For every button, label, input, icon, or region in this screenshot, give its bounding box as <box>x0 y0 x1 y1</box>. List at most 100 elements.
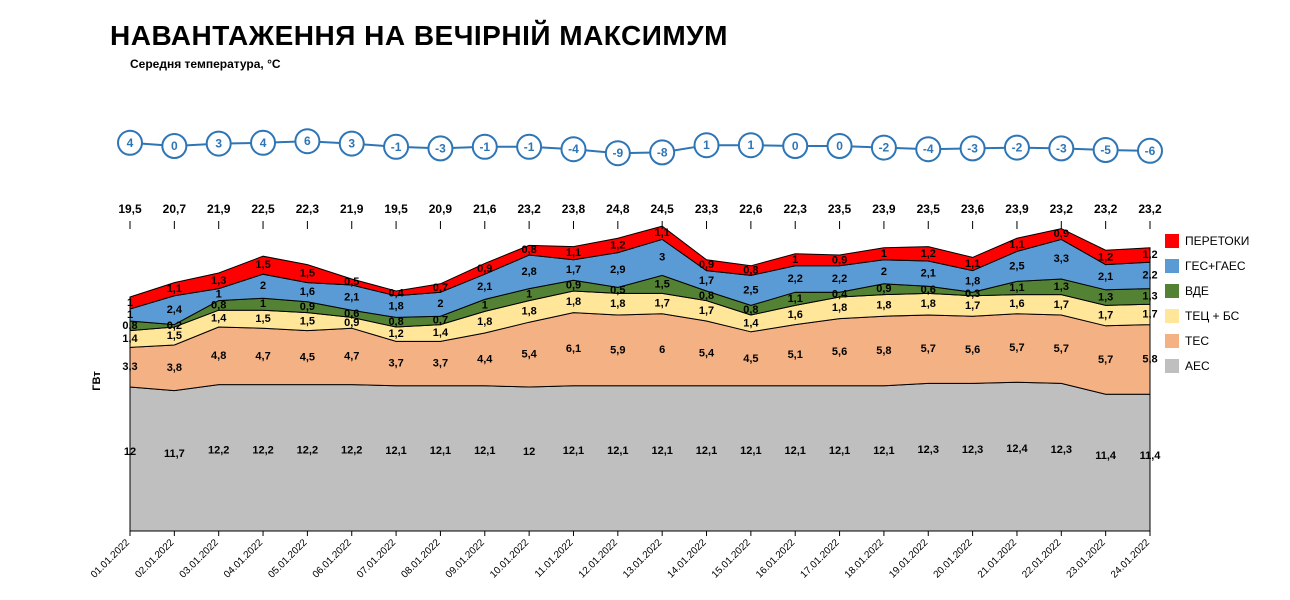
total-label: 19,5 <box>118 202 142 216</box>
seg-label: 0,8 <box>743 265 758 277</box>
seg-label: 1,6 <box>788 309 803 321</box>
seg-label: 1,4 <box>743 317 759 329</box>
total-label: 23,9 <box>872 202 896 216</box>
seg-label: 1,1 <box>1009 282 1024 294</box>
xaxis-date: 20.01.2022 <box>932 537 975 580</box>
total-label: 20,9 <box>429 202 453 216</box>
seg-label: 1,8 <box>388 301 403 313</box>
seg-label: 1,1 <box>965 258 980 270</box>
seg-label: 0,8 <box>521 244 536 256</box>
xaxis-date: 17.01.2022 <box>799 537 842 580</box>
total-label: 23,5 <box>917 202 941 216</box>
legend-label: ТЕС <box>1185 334 1209 348</box>
seg-label: 2,1 <box>344 292 359 304</box>
total-label: 23,2 <box>1050 202 1074 216</box>
seg-label: 0,8 <box>211 299 226 311</box>
temp-value: -3 <box>967 141 978 155</box>
seg-label: 2 <box>881 266 887 278</box>
seg-label: 12,3 <box>1051 444 1072 456</box>
xaxis-date: 11.01.2022 <box>533 537 576 580</box>
seg-label: 1,1 <box>655 227 670 239</box>
seg-label: 12,1 <box>474 445 495 457</box>
temp-value: 1 <box>703 138 710 152</box>
seg-label: 1,4 <box>433 327 449 339</box>
temp-value: 1 <box>748 138 755 152</box>
xaxis-date: 14.01.2022 <box>665 537 708 580</box>
xaxis-date: 03.01.2022 <box>178 537 221 580</box>
seg-label: 2 <box>437 298 443 310</box>
seg-label: 1 <box>482 299 488 311</box>
seg-label: 3,7 <box>388 358 403 370</box>
temp-value: 3 <box>348 137 355 151</box>
seg-label: 1,7 <box>655 298 670 310</box>
temp-value: 0 <box>836 139 843 153</box>
seg-label: 0,9 <box>300 301 315 313</box>
seg-label: 2,8 <box>521 266 536 278</box>
seg-label: 12,1 <box>696 445 717 457</box>
seg-label: 4,7 <box>255 350 270 362</box>
seg-label: 1,1 <box>167 283 182 295</box>
seg-label: 1,8 <box>477 316 492 328</box>
seg-label: 4,5 <box>300 352 315 364</box>
seg-label: 0,9 <box>876 283 891 295</box>
temp-value: -3 <box>1056 141 1067 155</box>
seg-label: 1,1 <box>788 293 803 305</box>
xaxis-date: 02.01.2022 <box>133 537 176 580</box>
seg-label: 5,7 <box>921 343 936 355</box>
seg-label: 1,8 <box>521 305 536 317</box>
xaxis-date: 07.01.2022 <box>355 537 398 580</box>
seg-label: 1 <box>881 248 887 260</box>
seg-label: 2,1 <box>921 268 936 280</box>
temp-value: -8 <box>657 145 668 159</box>
seg-label: 1,1 <box>566 247 581 259</box>
seg-label: 1,5 <box>255 259 270 271</box>
total-label: 22,3 <box>296 202 320 216</box>
seg-label: 5,8 <box>876 345 891 357</box>
temp-value: -3 <box>435 141 446 155</box>
seg-label: 0,6 <box>921 284 936 296</box>
seg-label: 0,6 <box>344 308 359 320</box>
seg-label: 3,3 <box>122 361 137 373</box>
temp-value: -9 <box>612 146 623 160</box>
seg-label: 5,7 <box>1054 343 1069 355</box>
seg-label: 1,6 <box>1009 298 1024 310</box>
xaxis-date: 15.01.2022 <box>710 537 753 580</box>
seg-label: 1 <box>216 289 222 301</box>
total-label: 22,3 <box>784 202 808 216</box>
seg-label: 12,3 <box>918 444 939 456</box>
seg-label: 12,2 <box>341 444 362 456</box>
total-label: 21,9 <box>207 202 231 216</box>
seg-label: 3,7 <box>433 358 448 370</box>
seg-label: 1,8 <box>610 298 625 310</box>
seg-label: 12 <box>523 446 535 458</box>
xaxis-date: 04.01.2022 <box>222 537 265 580</box>
temp-value: -4 <box>923 142 934 156</box>
xaxis-date: 21.01.2022 <box>976 537 1019 580</box>
seg-label: 1,8 <box>566 296 581 308</box>
seg-label: 1,6 <box>300 286 315 298</box>
seg-label: 11,4 <box>1140 450 1162 462</box>
seg-label: 2,9 <box>610 264 625 276</box>
temp-value: 4 <box>127 136 134 150</box>
total-label: 23,2 <box>1138 202 1162 216</box>
seg-label: 12,1 <box>607 445 628 457</box>
seg-label: 0,3 <box>965 288 980 300</box>
seg-label: 12,1 <box>873 445 894 457</box>
seg-label: 0,9 <box>832 254 847 266</box>
seg-label: 1,8 <box>876 299 891 311</box>
seg-label: 12,1 <box>385 445 406 457</box>
seg-label: 3,3 <box>1054 253 1069 265</box>
seg-label: 1,3 <box>1054 281 1069 293</box>
seg-label: 5,4 <box>521 349 537 361</box>
total-label: 24,8 <box>606 202 630 216</box>
seg-label: 1,5 <box>300 316 315 328</box>
seg-label: 1,4 <box>122 333 138 345</box>
seg-label: 1 <box>792 254 798 266</box>
total-label: 23,5 <box>828 202 852 216</box>
seg-label: 1,7 <box>699 275 714 287</box>
total-label: 24,5 <box>650 202 674 216</box>
total-label: 23,3 <box>695 202 719 216</box>
seg-label: 4,7 <box>344 350 359 362</box>
seg-label: 1,3 <box>1098 292 1113 304</box>
xaxis-date: 19.01.2022 <box>887 537 930 580</box>
